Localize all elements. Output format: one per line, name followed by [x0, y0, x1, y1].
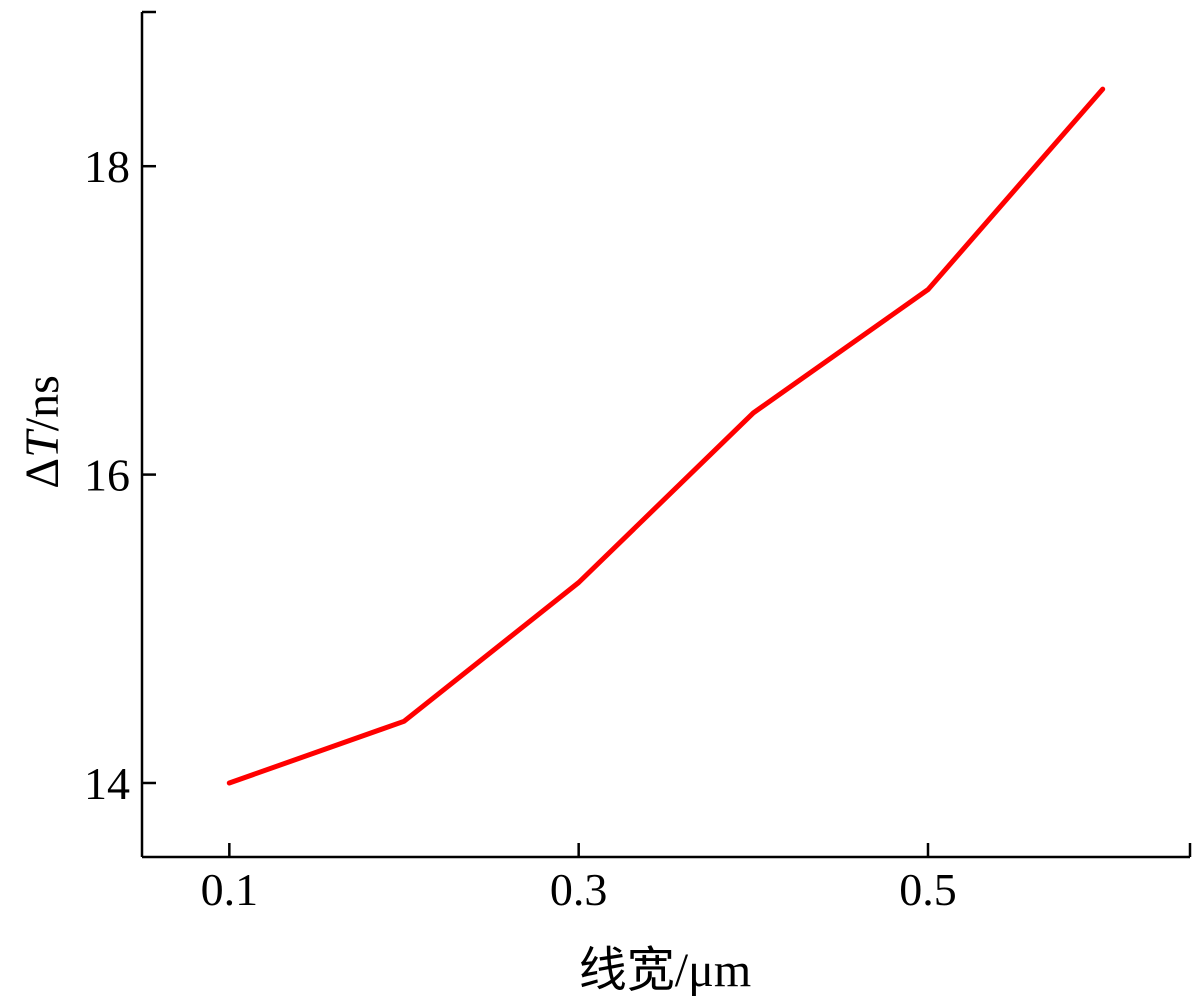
y-axis-title-unit: /ns — [16, 375, 69, 431]
y-ticks: 14 16 18 — [84, 141, 156, 809]
x-axis-title: 线宽/μm — [579, 944, 751, 997]
y-tick-label: 16 — [84, 450, 130, 501]
x-tick-label: 0.5 — [899, 864, 957, 915]
series-line-0 — [226, 86, 1106, 786]
y-tick-label: 18 — [84, 141, 130, 192]
y-tick-label: 14 — [84, 758, 130, 809]
x-tick-label: 0.1 — [201, 864, 259, 915]
y-axis-title-variable: T — [16, 428, 69, 458]
axes — [140, 10, 1192, 859]
y-axis-title: ΔT/ns — [16, 375, 69, 489]
series-group — [226, 86, 1106, 786]
x-tick-label: 0.3 — [550, 864, 608, 915]
x-ticks: 0.1 0.3 0.5 — [201, 843, 957, 915]
y-axis-title-symbol: Δ — [16, 458, 69, 489]
